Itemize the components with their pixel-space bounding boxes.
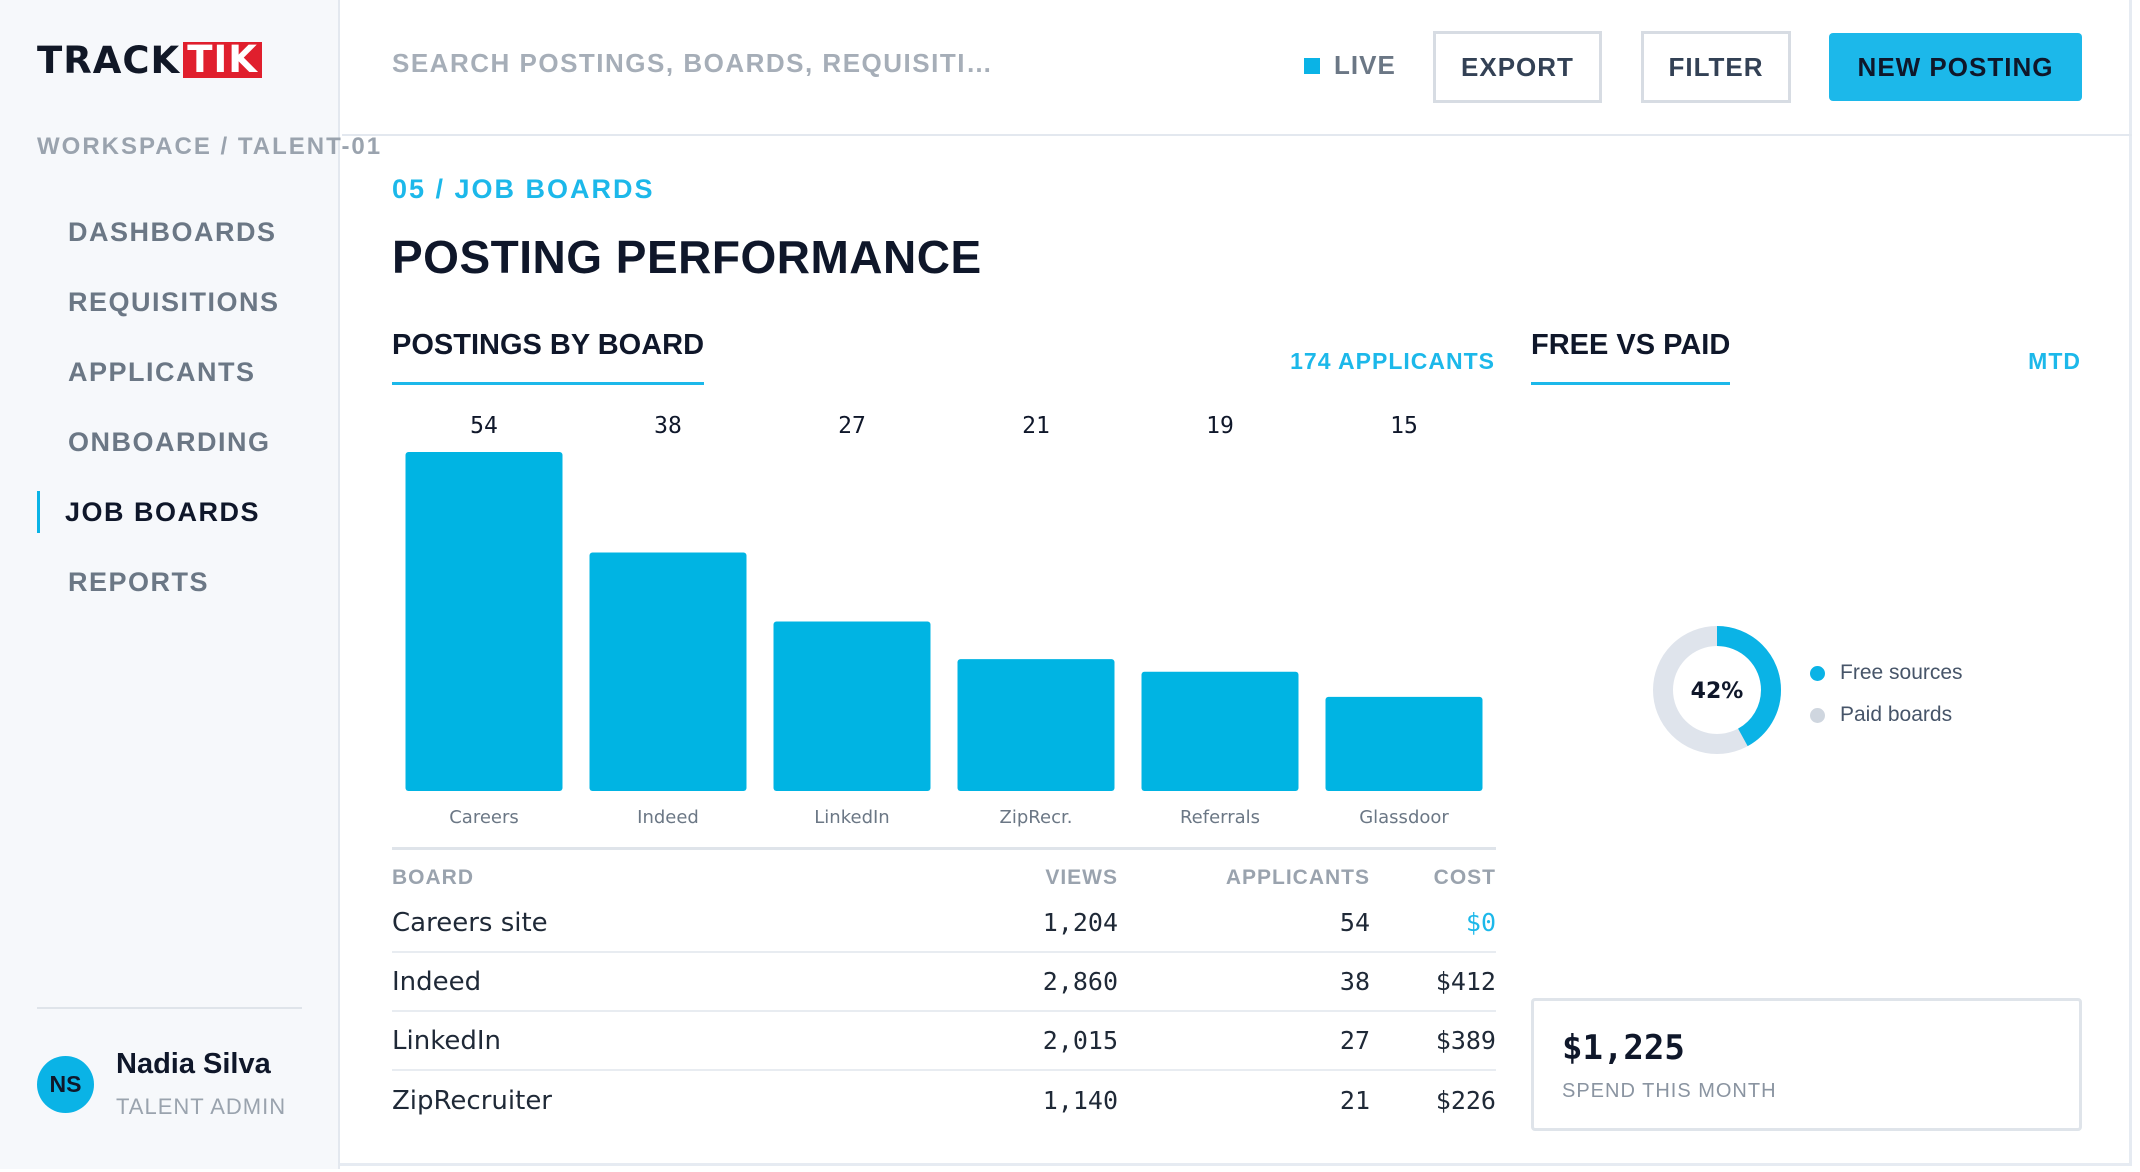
cell-applicants: 54 bbox=[1339, 908, 1370, 937]
legend-item-free: Free sources bbox=[1810, 652, 1963, 694]
user-profile[interactable]: NS Nadia Silva TALENT ADMIN bbox=[37, 1048, 286, 1120]
logo[interactable]: TRACK TIK bbox=[37, 39, 262, 82]
table-row[interactable]: ZipRecruiter 1,140 21 $226 bbox=[392, 1071, 1496, 1130]
cell-cost: $0 bbox=[1465, 908, 1496, 937]
live-label: LIVE bbox=[1334, 50, 1396, 80]
export-button[interactable]: EXPORT bbox=[1433, 31, 1602, 103]
bar-careers[interactable] bbox=[405, 452, 563, 791]
bar-category-label: Glassdoor bbox=[1359, 807, 1449, 828]
col-views: VIEWS bbox=[1045, 866, 1118, 889]
bar-category-label: Indeed bbox=[637, 807, 699, 828]
boards-table: BOARD VIEWS APPLICANTS COST Careers site… bbox=[392, 862, 1496, 1130]
postings-section-title: POSTINGS BY BOARD bbox=[392, 329, 705, 385]
bar-category-label: Referrals bbox=[1180, 807, 1260, 828]
bar-category-label: ZipRecr. bbox=[1000, 807, 1073, 828]
bar-category-label: LinkedIn bbox=[814, 807, 889, 828]
bar-value-label: 19 bbox=[1206, 413, 1234, 439]
bar-chart-svg: 54 Careers 38 Indeed 27 LinkedIn 21 ZipRecr. 19 R… bbox=[405, 413, 1483, 828]
bar-ziprecr[interactable] bbox=[957, 659, 1115, 791]
cell-views: 2,015 bbox=[1042, 1026, 1118, 1055]
table-row[interactable]: Careers site 1,204 54 $0 bbox=[392, 894, 1496, 953]
cell-board: LinkedIn bbox=[392, 1025, 501, 1056]
user-text: Nadia Silva TALENT ADMIN bbox=[116, 1048, 286, 1120]
applicants-count: 174 APPLICANTS bbox=[1290, 348, 1495, 374]
cell-cost: $389 bbox=[1435, 1026, 1496, 1055]
bar-referrals[interactable] bbox=[1141, 671, 1299, 791]
cell-cost: $412 bbox=[1435, 967, 1496, 996]
cell-views: 1,204 bbox=[1042, 908, 1118, 937]
cell-board: ZipRecruiter bbox=[392, 1085, 552, 1116]
spend-label: SPEND THIS MONTH bbox=[1562, 1080, 1777, 1102]
sidebar-divider bbox=[37, 1007, 302, 1009]
sidebar-item-job-boards[interactable]: JOB BOARDS bbox=[37, 477, 327, 547]
search-input[interactable]: SEARCH POSTINGS, BOARDS, REQUISITIONS bbox=[392, 48, 1012, 78]
legend-label-paid: Paid boards bbox=[1840, 703, 1953, 726]
bar-category-label: Careers bbox=[449, 807, 519, 828]
new-posting-button[interactable]: NEW POSTING bbox=[1829, 33, 2082, 101]
bar-value-label: 54 bbox=[470, 413, 498, 439]
breadcrumb: 05 / JOB BOARDS bbox=[392, 174, 655, 204]
legend-dot-free bbox=[1810, 665, 1825, 681]
chart-baseline bbox=[392, 847, 1496, 850]
sidebar-item-reports[interactable]: REPORTS bbox=[68, 566, 210, 597]
workspace-label: WORKSPACE / TALENT-01 bbox=[37, 133, 383, 160]
avatar[interactable]: NS bbox=[37, 1055, 94, 1113]
sidebar-nav: DASHBOARDS REQUISITIONS APPLICANTS ONBOA… bbox=[37, 197, 327, 617]
donut-legend: Free sources Paid boards bbox=[1810, 652, 1963, 736]
user-name: Nadia Silva bbox=[116, 1048, 271, 1080]
cell-applicants: 21 bbox=[1339, 1086, 1370, 1115]
live-dot-icon bbox=[1304, 57, 1320, 74]
bar-value-label: 38 bbox=[654, 413, 682, 439]
sidebar: TRACK TIK WORKSPACE / TALENT-01 DASHBOARD… bbox=[0, 0, 380, 1169]
col-cost: COST bbox=[1433, 866, 1496, 889]
filter-button[interactable]: FILTER bbox=[1641, 31, 1791, 103]
logo-text-track: TRACK bbox=[37, 38, 181, 82]
table-row[interactable]: Indeed 2,860 38 $412 bbox=[392, 953, 1496, 1012]
table-row[interactable]: LinkedIn 2,015 27 $389 bbox=[392, 1012, 1496, 1071]
cell-applicants: 27 bbox=[1339, 1026, 1370, 1055]
live-indicator: LIVE bbox=[1304, 50, 1396, 81]
sidebar-item-onboarding[interactable]: ONBOARDING bbox=[68, 426, 271, 457]
sidebar-item-requisitions[interactable]: REQUISITIONS bbox=[68, 286, 280, 317]
col-applicants: APPLICANTS bbox=[1225, 866, 1370, 889]
cell-board: Careers site bbox=[392, 907, 548, 938]
donut-svg: 42% bbox=[1653, 626, 1781, 754]
spend-card: $1,225 SPEND THIS MONTH bbox=[1531, 998, 2082, 1131]
free-vs-paid-title: FREE VS PAID bbox=[1531, 329, 1731, 385]
sidebar-item-dashboards[interactable]: DASHBOARDS bbox=[68, 216, 277, 247]
bar-value-label: 15 bbox=[1390, 413, 1418, 439]
donut-slice-free[interactable] bbox=[1653, 626, 1781, 754]
cell-cost: $226 bbox=[1435, 1086, 1496, 1115]
sidebar-item-applicants[interactable]: APPLICANTS bbox=[68, 356, 256, 387]
bar-value-label: 27 bbox=[838, 413, 866, 439]
spend-value: $1,225 bbox=[1562, 1028, 1685, 1068]
table-header: BOARD VIEWS APPLICANTS COST bbox=[392, 862, 1496, 894]
bar-value-label: 21 bbox=[1022, 413, 1050, 439]
postings-bar-chart: 54 Careers 38 Indeed 27 LinkedIn 21 ZipRecr. 19 R… bbox=[392, 400, 1496, 840]
free-vs-paid-donut: 42% bbox=[1652, 625, 1782, 755]
bar-indeed[interactable] bbox=[589, 552, 747, 791]
legend-dot-paid bbox=[1810, 707, 1825, 723]
cell-board: Indeed bbox=[392, 966, 482, 997]
period-label[interactable]: MTD bbox=[2028, 348, 2081, 374]
legend-label-free: Free sources bbox=[1840, 661, 1963, 684]
logo-text-tik: TIK bbox=[183, 41, 262, 78]
bar-linkedin[interactable] bbox=[773, 621, 931, 792]
header-divider bbox=[342, 134, 2132, 136]
bar-glassdoor[interactable] bbox=[1325, 696, 1483, 791]
cell-views: 1,140 bbox=[1042, 1086, 1118, 1115]
col-board: BOARD bbox=[392, 866, 474, 889]
donut-center-label: 42% bbox=[1691, 679, 1744, 704]
cell-applicants: 38 bbox=[1339, 967, 1370, 996]
legend-item-paid: Paid boards bbox=[1810, 694, 1963, 736]
page-title: POSTING PERFORMANCE bbox=[392, 231, 982, 283]
cell-views: 2,860 bbox=[1042, 967, 1118, 996]
user-role: TALENT ADMIN bbox=[116, 1094, 287, 1119]
